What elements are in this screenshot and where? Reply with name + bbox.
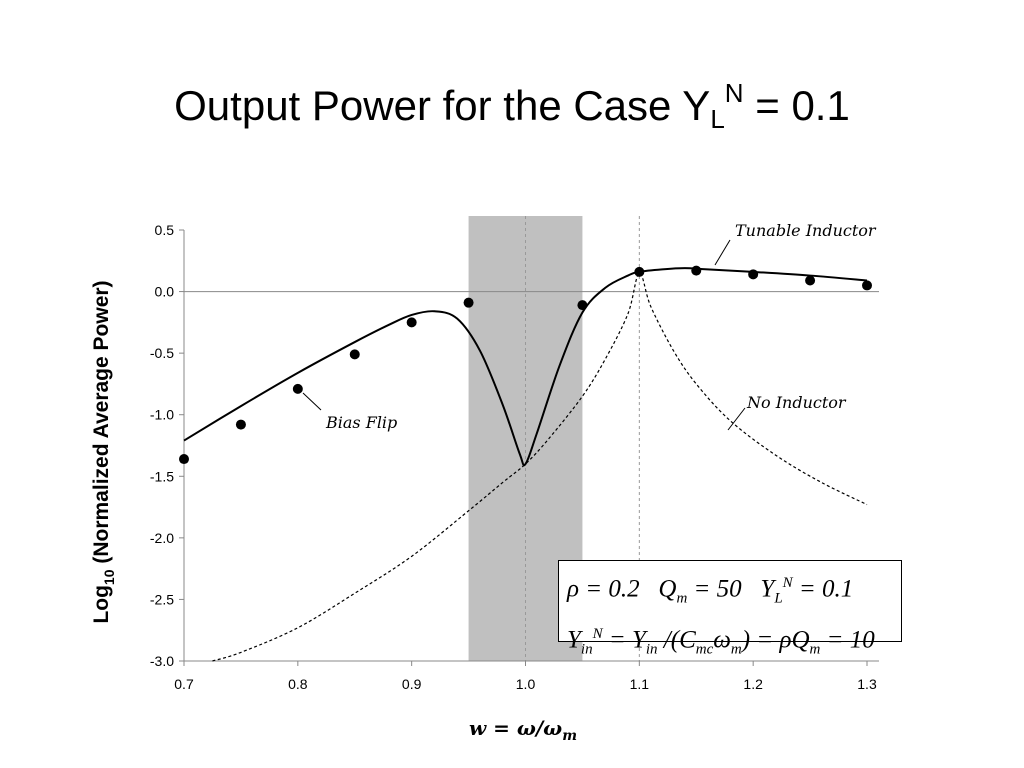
param-line-2: YinN = Yin /(Cmcωm) = ρQm = 10: [567, 626, 875, 658]
parameter-box: ρ = 0.2 Qm = 50 YLN = 0.1 YinN = Yin /(C…: [558, 560, 902, 658]
x-tick-label: 0.9: [402, 676, 422, 692]
no-inductor-line: [212, 272, 868, 662]
y-tick-label: 0.0: [155, 284, 175, 300]
bias-flip-point: [634, 266, 645, 277]
no-inductor-leader: [727, 407, 746, 431]
title-superscript: N: [724, 78, 744, 108]
slide-title: Output Power for the Case YLN = 0.1: [0, 78, 1024, 135]
y-tick-label: -2.0: [150, 530, 174, 546]
bias-flip-point: [463, 297, 474, 308]
no-inductor-label: No Inductor: [746, 393, 847, 412]
y-tick-label: -3.0: [150, 653, 174, 669]
bias-flip-point: [349, 349, 360, 360]
y-tick-label: -2.5: [150, 591, 174, 607]
x-tick-label: 1.0: [516, 676, 536, 692]
title-subscript: L: [710, 104, 725, 134]
y-tick-label: -0.5: [150, 345, 174, 361]
title-main: Output Power for the Case Y: [174, 82, 711, 129]
bias-flip-point: [862, 280, 872, 291]
x-tick-label: 1.2: [743, 676, 763, 692]
bias-flip-point: [805, 275, 816, 286]
x-tick-label: 0.7: [174, 676, 194, 692]
x-axis-label: w = ω/ωm: [469, 716, 577, 744]
y-tick-label: -1.5: [150, 468, 174, 484]
bias-flip-label: Bias Flip: [325, 413, 397, 432]
tunable-inductor-leader: [714, 239, 731, 266]
bias-flip-point: [748, 269, 759, 280]
bias-flip-point: [235, 419, 246, 430]
x-tick-label: 0.8: [288, 676, 308, 692]
param-line-1: ρ = 0.2 Qm = 50 YLN = 0.1: [567, 575, 854, 607]
tunable-inductor-label: Tunable Inductor: [735, 221, 877, 240]
bias-flip-point: [406, 317, 417, 328]
y-tick-label: 0.5: [155, 222, 175, 238]
bias-flip-point: [292, 383, 303, 394]
y-tick-label: -1.0: [150, 407, 174, 423]
x-tick-label: 1.1: [630, 676, 650, 692]
tunable-inductor-line: [183, 267, 868, 467]
y-axis-label: Log10 (Normalized Average Power): [90, 280, 117, 623]
bias-flip-point: [691, 265, 702, 276]
bias-flip-leader: [302, 392, 322, 411]
bias-flip-point: [577, 300, 588, 311]
bias-flip-point: [179, 454, 189, 465]
title-tail: = 0.1: [743, 82, 850, 129]
x-tick-label: 1.3: [857, 676, 877, 692]
